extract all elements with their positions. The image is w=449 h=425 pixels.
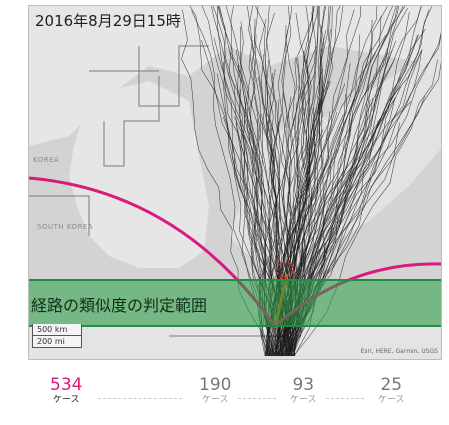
similarity-range-label: 経路の類似度の判定範囲 — [31, 296, 208, 315]
scale-mi: 200 mi — [32, 336, 82, 348]
map-view[interactable]: 2016年8月29日15時 KOREA SOUTH KOREA 経路の類似度の判… — [28, 5, 442, 360]
scale-bar: 500 km 200 mi — [32, 324, 82, 348]
count-unit: ケース — [290, 395, 317, 405]
step-connector — [326, 398, 364, 399]
similarity-range-band: 経路の類似度の判定範囲 — [29, 279, 441, 327]
count-unit: ケース — [52, 395, 80, 405]
place-label-korea: KOREA — [33, 156, 60, 164]
place-label-south-korea: SOUTH KOREA — [37, 223, 94, 231]
step-connector — [98, 398, 182, 399]
count-step-3[interactable]: 93 ケース — [290, 376, 317, 406]
current-position-circle — [276, 261, 294, 279]
step-connector — [238, 398, 276, 399]
count-unit: ケース — [378, 395, 405, 405]
scale-km: 500 km — [32, 324, 82, 336]
count-step-1[interactable]: 534 ケース — [50, 376, 82, 406]
count-step-4[interactable]: 25 ケース — [378, 376, 405, 406]
count-number: 534 — [50, 375, 83, 395]
count-step-2[interactable]: 190 ケース — [199, 376, 231, 406]
map-attribution: Esri, HERE, Garmin, USGS — [360, 348, 438, 355]
count-number: 25 — [380, 375, 403, 395]
date-time-label: 2016年8月29日15時 — [35, 12, 181, 30]
count-unit: ケース — [201, 395, 229, 405]
land-mainland — [29, 6, 441, 146]
count-number: 93 — [292, 375, 315, 395]
case-count-steps: 534 ケース 190 ケース 93 ケース 25 ケース — [28, 376, 442, 416]
land-korea-peninsula — [69, 81, 209, 268]
land-south — [29, 326, 441, 359]
count-number: 190 — [199, 375, 232, 395]
